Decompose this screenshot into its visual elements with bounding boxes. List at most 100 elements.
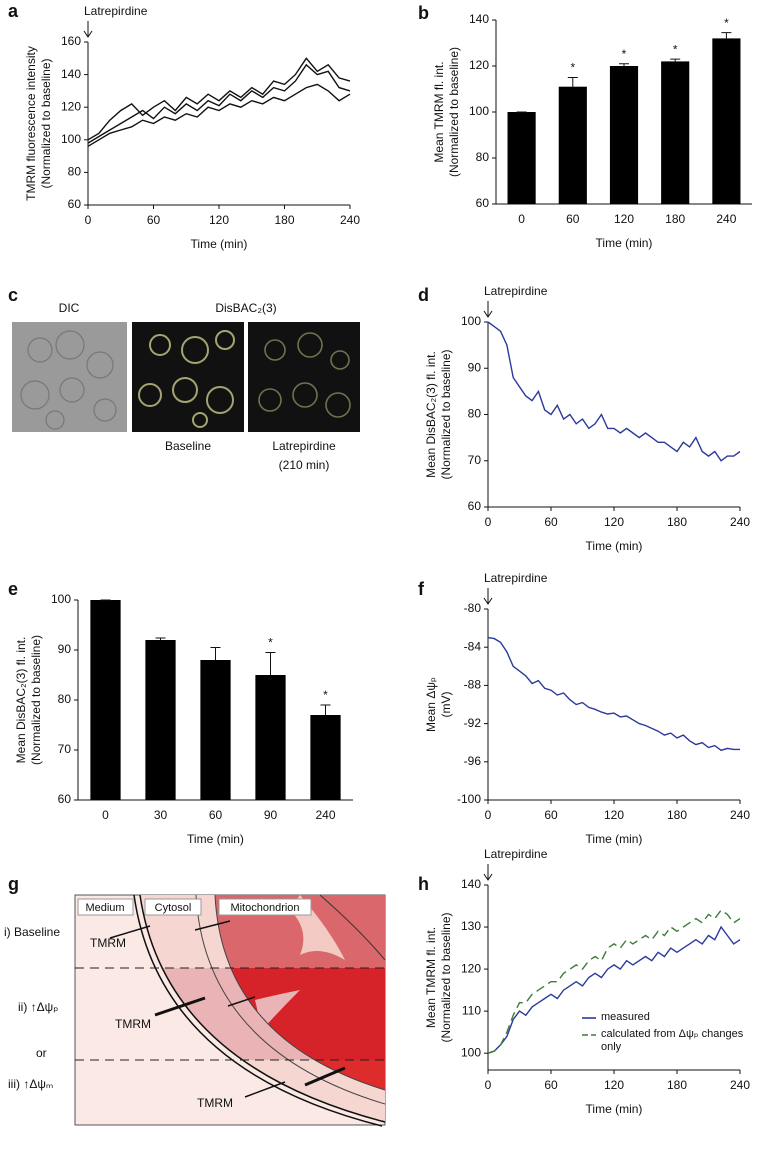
annotation-arrowhead	[483, 873, 493, 881]
error-bar	[265, 652, 276, 675]
y-axis-label: (Normalized to baseline)	[447, 47, 461, 177]
panel-letter: b	[418, 3, 429, 23]
significance-mark: *	[570, 61, 575, 75]
x-tick-label: 120	[604, 808, 624, 822]
annotation: Latrepirdine	[484, 847, 548, 861]
bar	[145, 640, 176, 800]
x-tick-label: 0	[485, 1078, 492, 1092]
panel-letter: d	[418, 285, 429, 305]
baseline-cells	[138, 330, 235, 428]
y-tick-label: 140	[461, 877, 481, 891]
x-tick-label: 0	[485, 515, 492, 529]
data-line	[87, 57, 351, 141]
bar	[200, 660, 231, 800]
panel-letter: e	[8, 579, 18, 599]
image-caption: (210 min)	[279, 458, 330, 472]
error-bar	[619, 63, 629, 66]
latrepirdine-image	[248, 322, 360, 432]
y-tick-label: 80	[468, 407, 482, 421]
y-tick-label: 90	[468, 360, 482, 374]
error-bar	[567, 77, 578, 87]
y-axis-label: Mean Δψₚ	[424, 677, 438, 732]
y-tick-label: 100	[461, 1045, 481, 1059]
y-tick-label: -100	[457, 792, 481, 806]
x-tick-label: 120	[614, 212, 634, 226]
x-tick-label: 0	[485, 808, 492, 822]
x-tick-label: 180	[667, 808, 687, 822]
image-caption: Baseline	[165, 439, 211, 453]
bar	[255, 675, 286, 800]
significance-mark: *	[622, 47, 627, 61]
x-tick-label: 60	[544, 515, 558, 529]
significance-mark: *	[323, 688, 328, 702]
region-label: Cytosol	[155, 902, 192, 914]
bar	[712, 38, 741, 205]
micrographs: DIC DisBAC₂(3) Baseline Latrepirdine (21…	[12, 301, 360, 472]
region-label: Mitochondrion	[230, 902, 299, 914]
error-bar	[721, 32, 732, 39]
legend-entry: calculated from Δψₚ changes only	[601, 1028, 744, 1053]
data-line	[87, 63, 351, 144]
error-bar	[155, 637, 166, 640]
annotation-arrowhead	[483, 310, 493, 318]
x-tick-label: 60	[147, 213, 161, 227]
y-axis-label: (Normalized to baseline)	[29, 635, 43, 765]
plasma-membrane	[139, 894, 386, 1123]
x-axis-label: Time (min)	[586, 539, 643, 553]
y-tick-label: 90	[58, 642, 72, 656]
annotation-arrowhead	[483, 597, 493, 605]
y-tick-label: 70	[468, 453, 482, 467]
condition-label: i) Baseline	[4, 925, 60, 939]
y-tick-label: -84	[464, 639, 482, 653]
bar	[609, 66, 639, 204]
annotation: Latrepirdine	[484, 284, 548, 298]
arrows	[109, 920, 346, 1098]
y-axis-label: (Normalized to baseline)	[439, 912, 453, 1042]
significance-mark: *	[268, 636, 273, 650]
y-tick-label: 100	[51, 592, 71, 606]
panel-letter: g	[8, 874, 19, 894]
x-axis-label: Time (min)	[586, 1102, 643, 1116]
x-tick-label: 240	[730, 1078, 750, 1092]
y-tick-label: 70	[58, 742, 72, 756]
y-tick-label: 80	[476, 150, 490, 164]
y-axis-label: Mean DisBAC₂(3) fl. int.	[424, 351, 438, 478]
data-line	[487, 321, 741, 462]
bar	[558, 86, 587, 204]
y-tick-label: 130	[461, 919, 481, 933]
x-tick-label: 90	[264, 808, 278, 822]
diagram: Medium Cytosol Mitochondrion i) Baseline…	[4, 894, 386, 1127]
probe-label: TMRM	[115, 1017, 151, 1031]
dic-cells	[20, 330, 117, 430]
y-tick-label: -80	[464, 601, 482, 615]
image-title: DIC	[59, 301, 80, 315]
x-tick-label: 120	[604, 515, 624, 529]
y-tick-label: 60	[468, 499, 482, 513]
significance-mark: *	[673, 42, 678, 56]
y-tick-label: -96	[464, 754, 482, 768]
image-title: DisBAC₂(3)	[215, 301, 276, 315]
x-axis-label: Time (min)	[191, 237, 248, 251]
y-tick-label: 80	[58, 692, 72, 706]
y-tick-label: 140	[469, 12, 489, 26]
x-tick-label: 60	[209, 808, 223, 822]
condition-label: iii) ↑Δψₘ	[8, 1077, 53, 1091]
data-line	[487, 636, 740, 752]
y-axis-label: (Normalized to baseline)	[439, 349, 453, 479]
bar	[90, 600, 121, 800]
y-tick-label: 100	[469, 104, 489, 118]
y-axis-label: (mV)	[439, 692, 453, 718]
x-tick-label: 240	[340, 213, 360, 227]
x-tick-label: 180	[274, 213, 294, 227]
condition-label: ii) ↑Δψₚ	[18, 1000, 58, 1014]
y-tick-label: 120	[61, 99, 81, 113]
y-tick-label: 60	[58, 792, 72, 806]
legend-entry: measured	[601, 1011, 650, 1023]
dic-image	[12, 322, 127, 432]
x-tick-label: 60	[544, 808, 558, 822]
x-tick-label: 60	[566, 212, 580, 226]
y-axis-label: Mean DisBAC₂(3) fl. int.	[14, 637, 28, 764]
panel-letter: a	[8, 1, 19, 21]
label-box	[218, 898, 312, 916]
